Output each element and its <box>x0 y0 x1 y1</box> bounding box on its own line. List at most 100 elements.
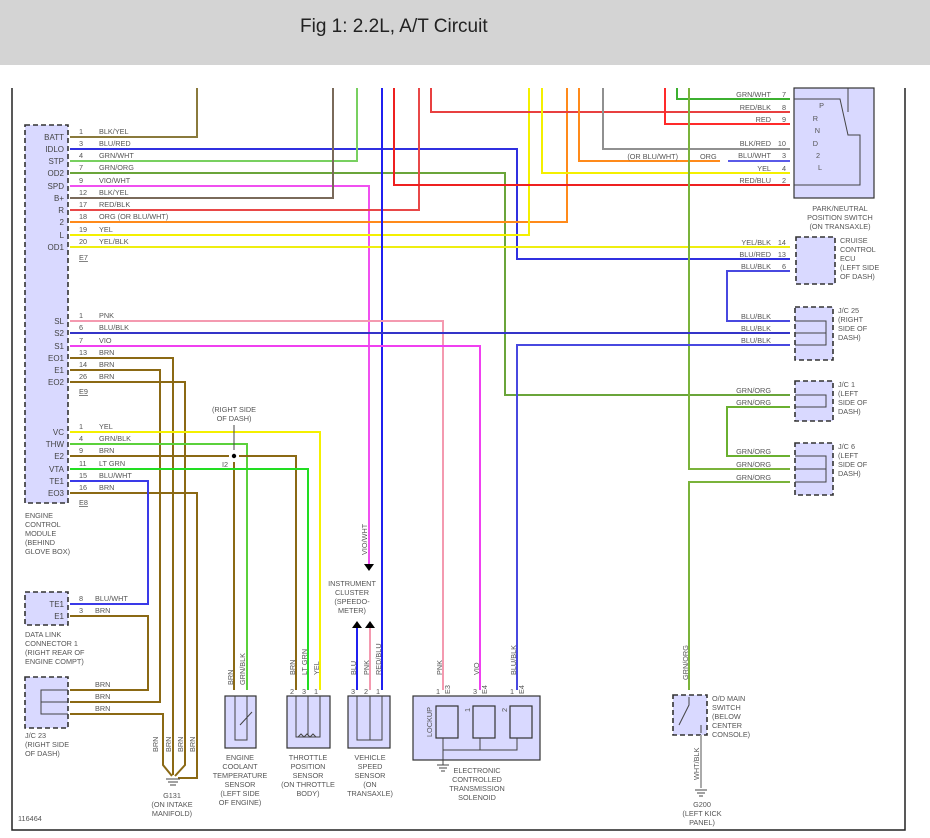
wire-od2 <box>70 172 790 396</box>
wire-color-label: RED/BLK <box>740 103 771 112</box>
ect-label: TEMPERATURE <box>213 771 268 780</box>
jc1-label: SIDE OF <box>838 398 868 407</box>
ecu-pin-name: EO3 <box>48 489 65 498</box>
header-bar: Fig 1: 2.2L, A/T Circuit <box>0 0 930 65</box>
wire-idlo <box>70 148 790 260</box>
pin-number: 2 <box>782 176 786 185</box>
cruise-ecu-label: OF DASH) <box>840 272 875 281</box>
ecu-pin-name: L <box>60 231 65 240</box>
g131-label: MANIFOLD) <box>152 809 192 818</box>
dlc-label: CONNECTOR 1 <box>25 639 78 648</box>
dlc-label: DATA LINK <box>25 630 61 639</box>
solenoid-coil-label: 2 <box>500 708 509 712</box>
ecu-pin-name: E2 <box>54 452 64 461</box>
potentiometer-icon <box>295 696 321 738</box>
wire-jc23-ground <box>70 713 173 777</box>
pin-number: 1 <box>376 687 380 696</box>
ecu-label: (BEHIND <box>25 538 55 547</box>
wire-color-label: GRN/WHT <box>736 90 771 99</box>
ecu-pin-number: 13 <box>79 348 87 357</box>
jc1-label: J/C 1 <box>838 380 855 389</box>
ecu-pin-number: 9 <box>79 446 83 455</box>
wire-color-label: RED/BLU <box>739 176 771 185</box>
solenoid-coil-label: 1 <box>463 708 472 712</box>
instrument-cluster-label: INSTRUMENT <box>328 579 376 588</box>
ecu-pin-number: 11 <box>79 459 87 468</box>
instrument-cluster-label: CLUSTER <box>335 588 369 597</box>
instrument-cluster-label: METER) <box>338 606 366 615</box>
wire-color-label: VIO <box>99 336 112 345</box>
pn-switch-label: (ON TRANSAXLE) <box>809 222 870 231</box>
wire-bplus <box>70 88 334 199</box>
tps-label: (ON THROTTLE <box>281 780 335 789</box>
jc6-bus <box>795 455 827 483</box>
od-main-switch <box>672 694 708 736</box>
pin-number: 3 <box>351 687 355 696</box>
wire-color-label: RED/BLK <box>99 200 130 209</box>
od-switch-label: O/D MAIN <box>712 694 745 703</box>
wire-color-label: BLU/BLK <box>741 336 771 345</box>
wire-color-label: GRN/ORG <box>681 645 690 680</box>
ecu-pin-number: 4 <box>79 434 83 443</box>
jc25-label: DASH) <box>838 333 861 342</box>
solenoid-coil-label: LOCKUP <box>425 707 434 737</box>
g200-ground-icon <box>695 789 707 797</box>
solenoid-label: SOLENOID <box>458 793 496 802</box>
jc6-label: SIDE OF <box>838 460 868 469</box>
pin-number: 1 <box>436 687 440 696</box>
vss-label: SENSOR <box>355 771 386 780</box>
wire-jc6-2 <box>688 88 790 470</box>
splice-label: (RIGHT SIDE <box>212 405 256 414</box>
tps-label: SENSOR <box>293 771 324 780</box>
engine-coolant-temp-sensor <box>224 695 257 749</box>
cruise-control-ecu <box>795 236 836 285</box>
connector-id: E8 <box>79 498 88 507</box>
jc23-label: OF DASH) <box>25 749 60 758</box>
pin-number: 3 <box>79 606 83 615</box>
wire-color-label: GRN/BLK <box>99 434 131 443</box>
arrow-down-icon <box>364 564 374 571</box>
wire-pn-9 <box>664 88 790 125</box>
ecu-pin-name: TE1 <box>49 477 64 486</box>
switch-contact-icon <box>678 697 702 733</box>
wire-color-label: PNK <box>435 660 444 675</box>
wire-color-label: BRN <box>99 360 114 369</box>
wire-color-label: BRN <box>188 737 197 752</box>
solenoid-label: TRANSMISSION <box>449 784 505 793</box>
ecu-label: CONTROL <box>25 520 61 529</box>
ecu-pin-name: OD1 <box>48 243 65 252</box>
ecu-pin-name: S2 <box>54 329 64 338</box>
od-switch-label: CONSOLE) <box>712 730 750 739</box>
ecu-pin-name: R <box>58 206 64 215</box>
ecu-pin-name: VC <box>53 428 64 437</box>
cruise-ecu-label: ECU <box>840 254 855 263</box>
g131-label: (ON INTAKE <box>151 800 192 809</box>
wires <box>70 88 790 788</box>
switch-position-label: 2 <box>816 151 820 160</box>
wire-pn-4 <box>541 88 790 174</box>
pin-number: 2 <box>290 687 294 696</box>
wire-color-label: BLU/WHT <box>99 471 132 480</box>
ecu-pin-name: OD2 <box>48 169 65 178</box>
wire-sol-blublk <box>516 344 790 690</box>
ecu-pin-number: 4 <box>79 151 83 160</box>
wire-color-label: BLU/BLK <box>741 262 771 271</box>
wire-color-label: BLU/BLK <box>509 645 518 675</box>
jc23-bus <box>40 689 68 715</box>
wire-stp <box>70 88 358 162</box>
tps-label: BODY) <box>296 789 319 798</box>
wire-color-label: YEL <box>757 164 771 173</box>
wire-color-label: BLU/RED <box>739 250 771 259</box>
ecu-pin-number: 15 <box>79 471 87 480</box>
wire-color-label: ORG (OR BLU/WHT) <box>99 212 168 221</box>
wire-color-label: BRN <box>151 737 160 752</box>
jc6-label: (LEFT <box>838 451 859 460</box>
wire-color-label: GRN/ORG <box>736 398 771 407</box>
ect-label: SENSOR <box>225 780 256 789</box>
wire-color-label: BRN <box>164 737 173 752</box>
jc23-label: (RIGHT SIDE <box>25 740 69 749</box>
wire-eo2 <box>70 381 186 777</box>
wire-color-label: BRN <box>99 446 114 455</box>
dlc-label: (RIGHT REAR OF <box>25 648 85 657</box>
ect-label: OF ENGINE) <box>219 798 262 807</box>
